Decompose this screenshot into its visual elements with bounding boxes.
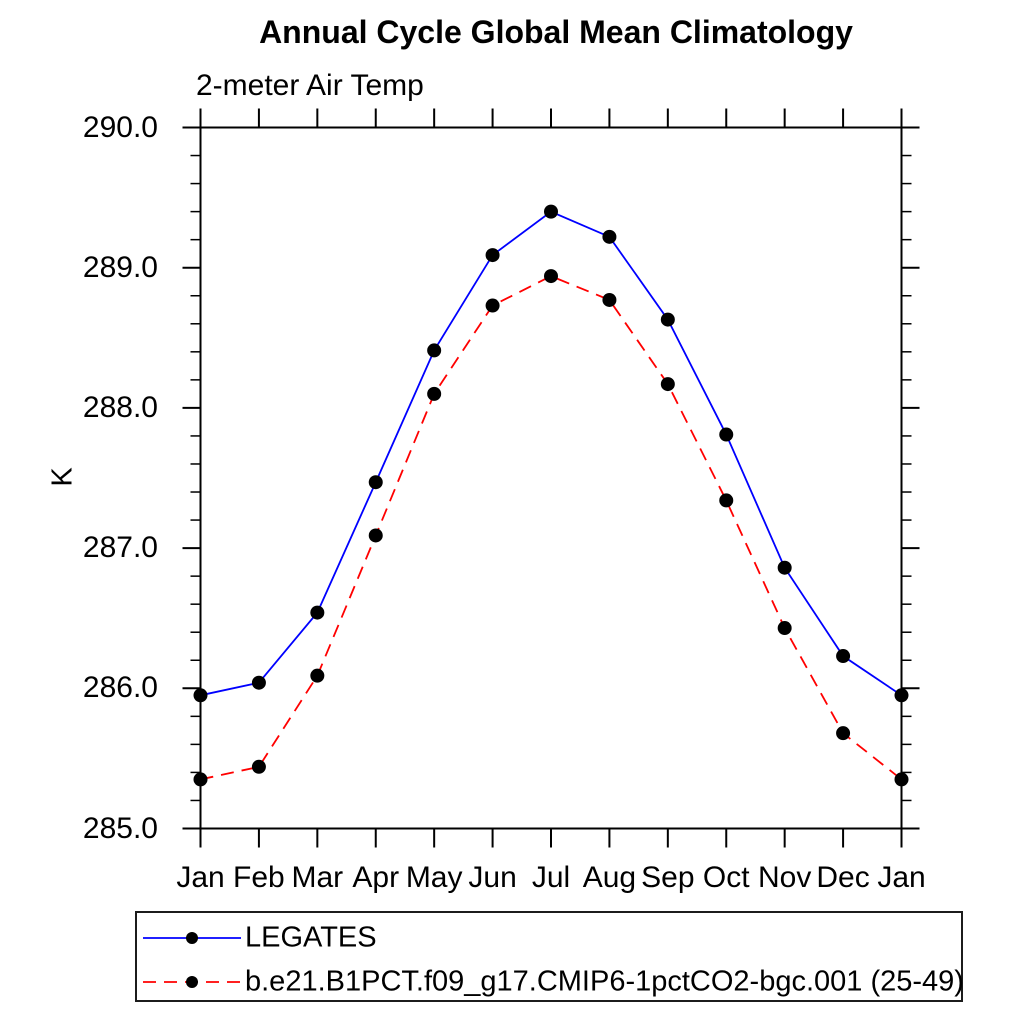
legend-label-legates: LEGATES — [245, 921, 377, 954]
x-tick-label: Jan — [877, 861, 926, 894]
x-tick-label: May — [405, 861, 463, 894]
x-tick-label: Jun — [468, 861, 517, 894]
data-point-marker-0 — [485, 248, 500, 263]
data-point-marker-1 — [485, 298, 500, 313]
data-point-marker-1 — [544, 269, 558, 284]
data-point-marker-0 — [894, 688, 909, 703]
data-point-marker-1 — [310, 668, 325, 683]
y-tick-label: 287.0 — [82, 531, 158, 565]
data-point-marker-0 — [544, 204, 558, 219]
data-point-marker-0 — [660, 312, 675, 327]
data-point-marker-0 — [719, 427, 734, 442]
x-tick-label: Nov — [757, 861, 812, 894]
x-tick-label: Jan — [176, 861, 225, 894]
data-point-marker-1 — [251, 759, 266, 774]
legend-row-model: b.e21.B1PCT.f09_g17.CMIP6-1pctCO2-bgc.00… — [137, 960, 964, 1004]
chart-title: Annual Cycle Global Mean Climatology — [259, 14, 853, 50]
x-tick-label: Apr — [352, 861, 400, 894]
x-tick-label: Sep — [641, 861, 695, 894]
x-tick-label: Oct — [702, 861, 750, 894]
data-point-marker-0 — [193, 688, 208, 703]
legend-box: LEGATES b.e21.B1PCT.f09_g17.CMIP6-1pctCO… — [135, 911, 964, 1004]
x-tick-label: Mar — [291, 861, 344, 894]
series-line-0 — [200, 210, 903, 697]
y-axis-title: K — [46, 467, 79, 487]
data-point-marker-1 — [193, 772, 208, 787]
y-tick-label: 286.0 — [82, 671, 158, 705]
data-point-marker-1 — [719, 493, 734, 508]
data-point-marker-0 — [602, 229, 617, 244]
legend-sample-solid-line — [143, 932, 241, 944]
data-point-marker-1 — [894, 772, 909, 787]
x-tick-label: Aug — [582, 861, 637, 894]
legend-marker-icon — [186, 932, 198, 944]
data-point-marker-1 — [368, 528, 383, 543]
series-line-1 — [200, 275, 903, 781]
data-point-marker-0 — [251, 675, 266, 690]
x-tick-label: Dec — [816, 861, 870, 894]
data-point-marker-1 — [777, 621, 792, 636]
x-tick-label: Feb — [233, 861, 285, 894]
y-tick-label: 288.0 — [82, 390, 158, 424]
legend-row-legates: LEGATES — [137, 916, 961, 960]
data-point-marker-1 — [836, 726, 851, 741]
data-point-marker-0 — [777, 560, 792, 575]
data-point-marker-0 — [427, 343, 442, 358]
y-tick-label: 285.0 — [82, 811, 158, 845]
x-tick-label: Jul — [531, 861, 571, 894]
legend-label-model: b.e21.B1PCT.f09_g17.CMIP6-1pctCO2-bgc.00… — [245, 965, 964, 998]
data-point-marker-1 — [660, 377, 675, 392]
data-point-marker-0 — [368, 475, 383, 490]
data-point-marker-0 — [836, 649, 851, 664]
legend-sample-dashed-line — [143, 976, 241, 988]
data-point-marker-0 — [310, 605, 325, 620]
y-tick-label: 290.0 — [82, 110, 158, 144]
y-tick-label: 289.0 — [82, 250, 158, 284]
legend-marker-icon — [186, 976, 198, 988]
data-point-marker-1 — [602, 292, 617, 307]
data-point-marker-1 — [427, 386, 442, 401]
chart-subtitle: 2-meter Air Temp — [196, 69, 424, 102]
plot-frame — [199, 126, 903, 830]
